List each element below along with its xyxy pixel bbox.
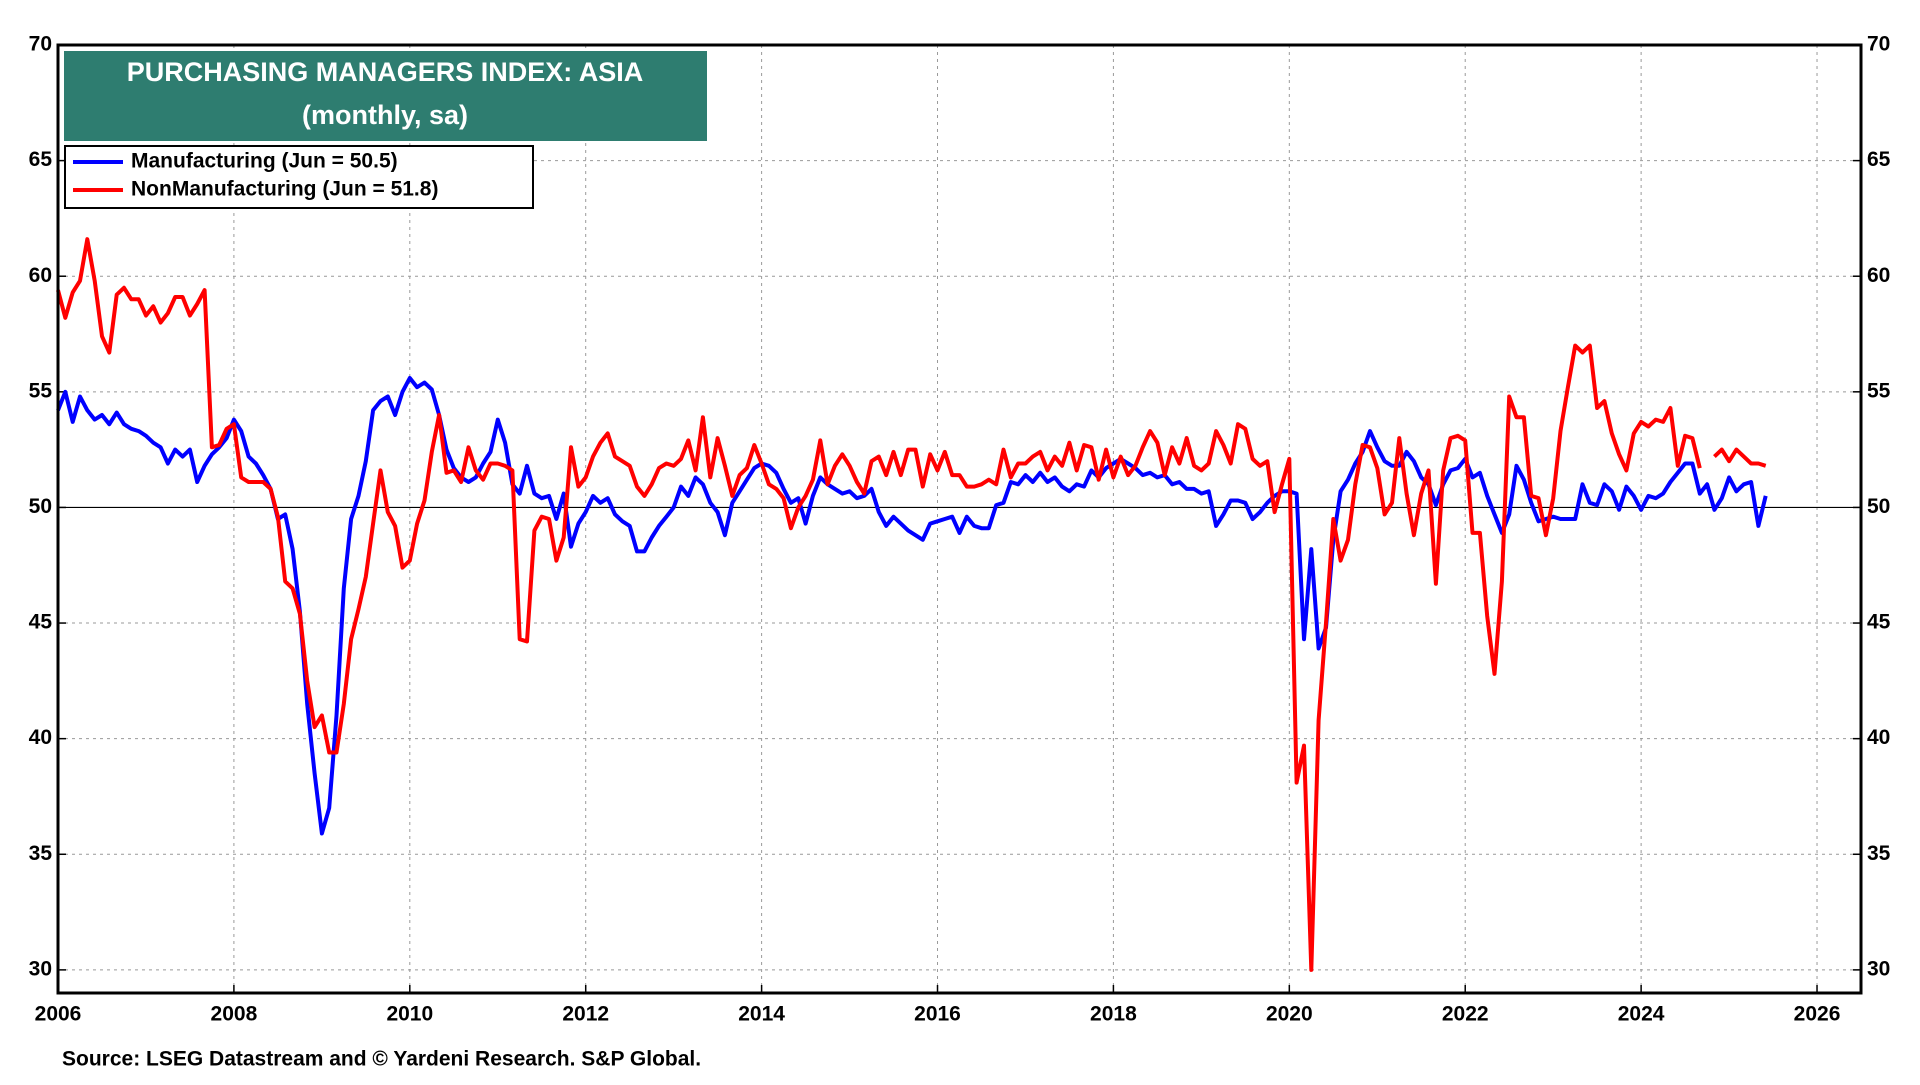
x-tick-label: 2024 (1618, 1003, 1665, 1026)
x-tick-label: 2026 (1794, 1003, 1841, 1026)
y-tick-label: 40 (29, 726, 52, 749)
x-tick-label: 2012 (562, 1003, 609, 1026)
source-note: Source: LSEG Datastream and © Yardeni Re… (62, 1048, 701, 1071)
legend-label: Manufacturing (Jun = 50.5) (131, 150, 398, 173)
y2-tick-label: 45 (1867, 611, 1891, 634)
y-tick-label: 35 (29, 842, 53, 865)
y-tick-label: 55 (29, 379, 53, 402)
y2-tick-label: 40 (1867, 726, 1890, 749)
x-tick-label: 2016 (914, 1003, 961, 1026)
y-tick-label: 60 (29, 264, 52, 287)
x-tick-label: 2014 (738, 1003, 785, 1026)
series-line (56, 376, 1768, 836)
x-tick-label: 2022 (1442, 1003, 1489, 1026)
x-tick-label: 2008 (211, 1003, 258, 1026)
y-tick-label: 45 (29, 611, 53, 634)
x-tick-label: 2006 (35, 1003, 82, 1026)
plot-frame (56, 43, 1863, 995)
y-tick-label: 50 (29, 495, 52, 518)
y2-tick-label: 35 (1867, 842, 1891, 865)
y2-tick-label: 50 (1867, 495, 1890, 518)
x-tick-label: 2020 (1266, 1003, 1313, 1026)
chart-title: PURCHASING MANAGERS INDEX: ASIA (127, 57, 644, 87)
chart-subtitle: (monthly, sa) (302, 100, 468, 130)
legend-label: NonManufacturing (Jun = 51.8) (131, 178, 438, 201)
x-tick-label: 2018 (1090, 1003, 1137, 1026)
y-tick-label: 30 (29, 957, 52, 980)
y2-tick-label: 65 (1867, 148, 1891, 171)
series-line (56, 237, 1767, 972)
y2-tick-label: 30 (1867, 957, 1890, 980)
y-tick-label: 65 (29, 148, 53, 171)
title-box (64, 51, 707, 141)
y2-tick-label: 55 (1867, 379, 1891, 402)
x-tick-label: 2010 (386, 1003, 433, 1026)
legend-box (64, 145, 534, 209)
y2-tick-label: 60 (1867, 264, 1890, 287)
y-tick-label: 70 (29, 33, 52, 56)
y2-tick-label: 70 (1867, 33, 1890, 56)
